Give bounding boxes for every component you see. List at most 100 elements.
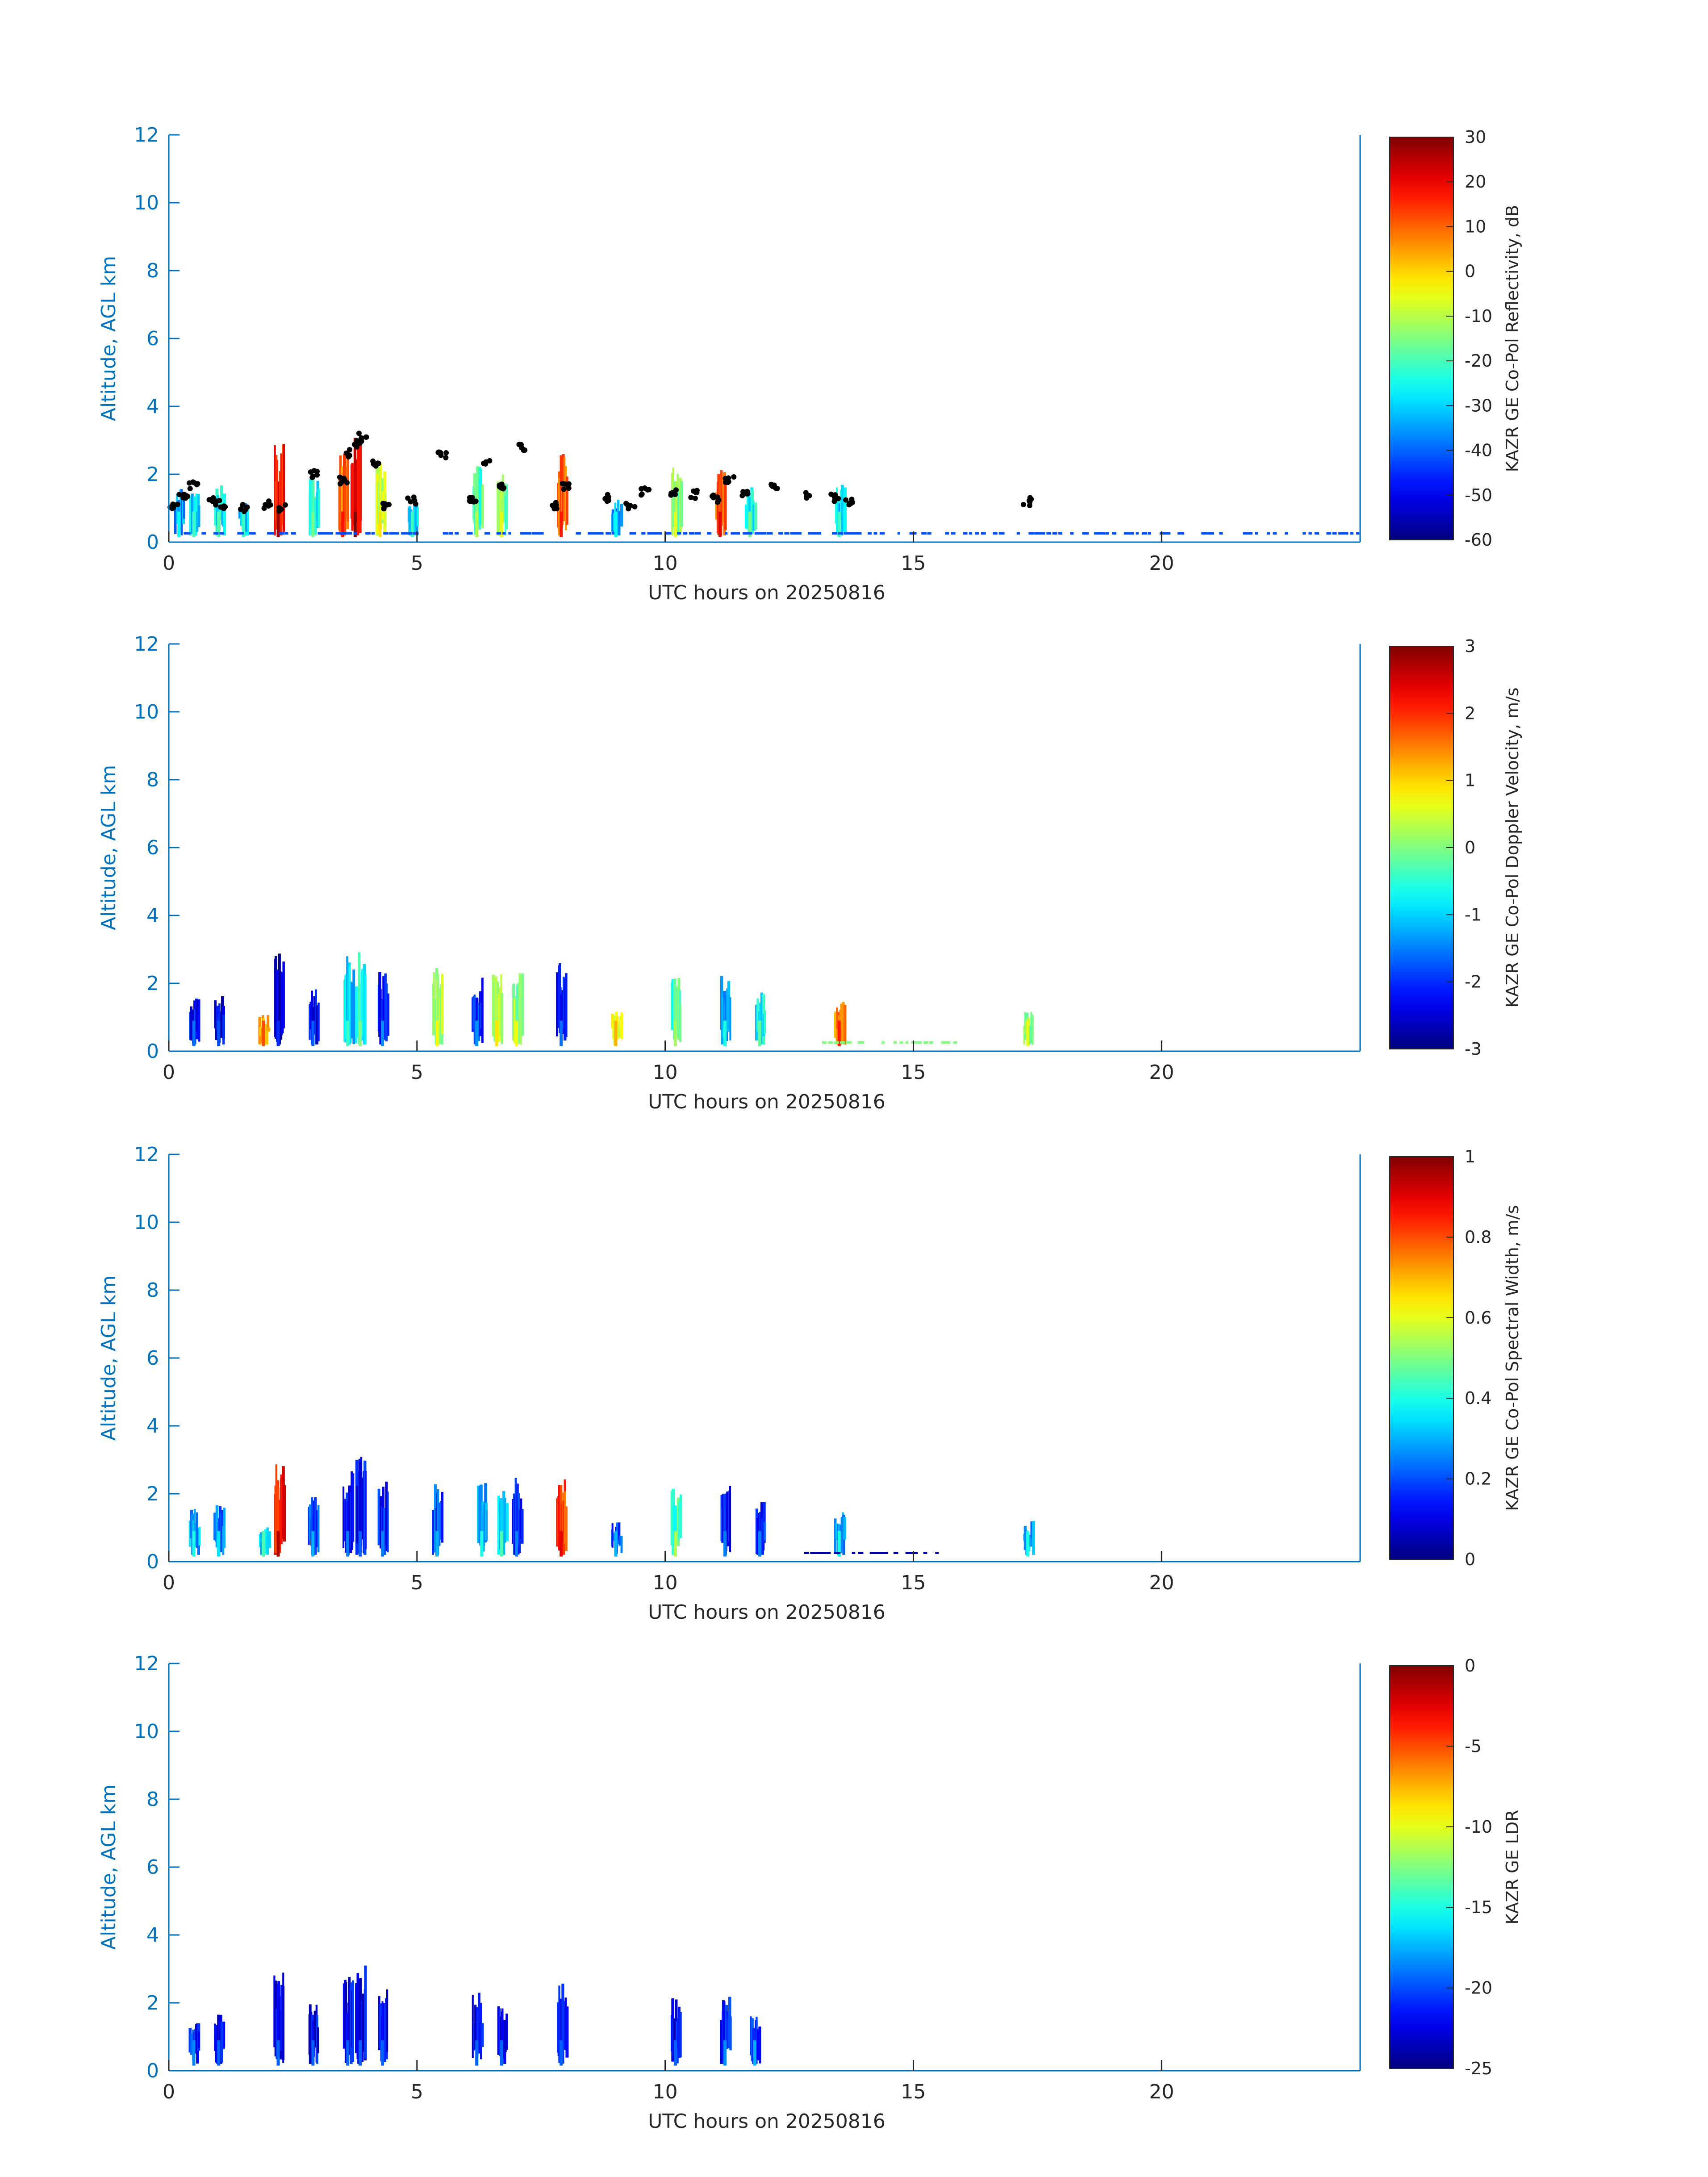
- echo-column: [432, 1484, 444, 1557]
- echo-column: [557, 1984, 569, 2066]
- x-axis-label: UTC hours on 20250816: [648, 1601, 885, 1624]
- colorbar-tick-label: -20: [1465, 1978, 1492, 1998]
- colorbar-tick-label: 30: [1465, 127, 1486, 147]
- colorbar-tick-label: 10: [1465, 217, 1486, 236]
- echo-column: [556, 963, 568, 1046]
- y-tick-label: 2: [146, 972, 159, 995]
- x-tick-label: 15: [901, 1061, 926, 1084]
- cloud-base-point: [716, 497, 722, 503]
- colorbar-tick-label: -30: [1465, 396, 1492, 415]
- cloud-base-point: [341, 476, 347, 481]
- colorbar-tick-label: 2: [1465, 703, 1475, 723]
- y-tick-label: 10: [134, 1720, 159, 1743]
- echo-column: [1023, 1521, 1035, 1557]
- cloud-base-point: [604, 498, 610, 504]
- cloud-base-point: [190, 479, 196, 485]
- colorbar-tick-label: -1: [1465, 905, 1482, 924]
- echo-column: [472, 1993, 484, 2066]
- cloud-base-point: [443, 450, 449, 455]
- colorbar-tick-label: -5: [1465, 1736, 1482, 1756]
- x-tick-label: 10: [653, 1061, 678, 1084]
- echo-column: [343, 956, 355, 1046]
- colorbar-label: KAZR GE Co-Pol Doppler Velocity, m/s: [1503, 687, 1522, 1007]
- cloud-base-point: [346, 454, 351, 460]
- x-tick-label: 10: [653, 1571, 678, 1594]
- cloud-base-point: [443, 455, 449, 460]
- echo-column: [611, 500, 623, 537]
- y-tick-label: 2: [146, 1483, 159, 1505]
- echo-column: [744, 487, 758, 537]
- cloud-base-point: [828, 491, 834, 497]
- echo-column: [375, 462, 387, 537]
- cloud-base-point: [405, 495, 411, 501]
- cloud-base-point: [384, 502, 390, 508]
- colorbar: 30 20 10 0 -10 -20 -30 -40 -50 -60 KAZR GE Co-Pol …: [1389, 127, 1522, 550]
- cloud-base-point: [722, 476, 728, 481]
- x-tick-label: 0: [163, 1061, 175, 1084]
- colorbar-tick-label: 0: [1465, 1550, 1475, 1569]
- echo-column: [274, 953, 285, 1046]
- y-tick-label: 4: [146, 1924, 159, 1947]
- echo-column: [835, 485, 847, 537]
- colorbar-gradient: [1389, 1156, 1454, 1560]
- colorbar-tick-label: 1: [1465, 771, 1475, 790]
- colorbar-label: KAZR GE Co-Pol Reflectivity, dB: [1503, 205, 1522, 472]
- echo-column: [720, 1997, 732, 2066]
- colorbar: 0 -5 -10 -15 -20 -25 KAZR GE LDR: [1389, 1656, 1522, 2078]
- y-tick-label: 0: [146, 531, 159, 554]
- cloud-base-point: [639, 492, 644, 498]
- cloud-base-point: [710, 492, 716, 498]
- cloud-base-point: [380, 501, 386, 506]
- surface-clutter: [184, 532, 1360, 535]
- echo-column: [377, 1481, 389, 1557]
- y-tick-label: 10: [134, 701, 159, 723]
- echo-field: [188, 1965, 761, 2066]
- colorbar-label: KAZR GE LDR: [1503, 1809, 1522, 1924]
- x-tick-label: 5: [411, 2081, 423, 2103]
- echo-column: [214, 996, 225, 1046]
- cloud-base-point: [831, 498, 837, 504]
- echo-column: [355, 1457, 367, 1557]
- y-tick-label: 4: [146, 1415, 159, 1437]
- cloud-base-point: [175, 501, 180, 507]
- cloud-base-point: [356, 430, 362, 436]
- echo-column: [432, 968, 444, 1046]
- panel-4: 0 2 4 6 8 10 12 0 5 10 15 20 UTC hours on 20250816 Al…: [97, 1652, 1522, 2133]
- colorbar-tick-label: 0.8: [1465, 1227, 1491, 1247]
- cloud-base-point: [639, 486, 644, 492]
- cloud-base-point: [803, 495, 809, 501]
- colorbar-tick-label: 0: [1465, 262, 1475, 281]
- cloud-base-point: [632, 504, 638, 510]
- x-tick-label: 20: [1149, 1571, 1174, 1594]
- echo-column: [512, 1478, 524, 1557]
- cloud-base-point: [850, 499, 856, 505]
- cloud-base-point: [375, 460, 381, 466]
- y-tick-label: 2: [146, 1992, 159, 2014]
- echo-field: [188, 1457, 1035, 1557]
- cloud-base-point: [1028, 496, 1034, 502]
- cloud-base-point: [673, 487, 679, 493]
- echo-column: [274, 1464, 286, 1557]
- echo-column: [720, 1486, 731, 1557]
- echo-column: [188, 1508, 201, 1557]
- colorbar-gradient: [1389, 1665, 1454, 2069]
- colorbar-tick-label: 0.4: [1465, 1388, 1491, 1408]
- colorbar-tick-label: -50: [1465, 485, 1492, 505]
- echo-column: [1023, 1012, 1034, 1046]
- x-tick-label: 5: [411, 552, 423, 575]
- cloud-base-point: [338, 479, 344, 485]
- echo-column: [214, 485, 226, 537]
- x-tick-label: 0: [163, 1571, 175, 1594]
- colorbar-tick-label: 3: [1465, 636, 1475, 656]
- cloud-base-point: [554, 506, 560, 511]
- echo-column: [671, 467, 683, 537]
- echo-column: [834, 1512, 846, 1557]
- x-tick-label: 10: [653, 2081, 678, 2103]
- y-tick-label: 0: [146, 1040, 159, 1063]
- cloud-base-point: [261, 506, 267, 511]
- y-tick-label: 10: [134, 1211, 159, 1234]
- echo-column: [259, 1527, 271, 1557]
- colorbar-tick-label: -20: [1465, 351, 1492, 371]
